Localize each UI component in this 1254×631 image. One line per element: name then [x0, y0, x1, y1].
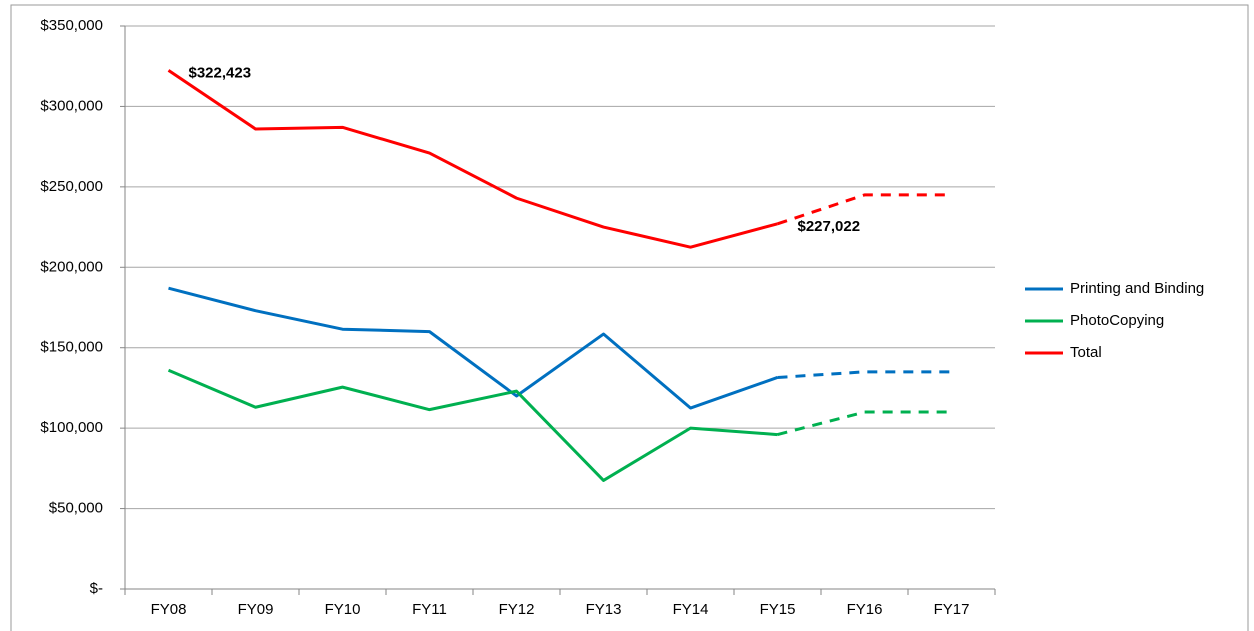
x-tick-label: FY13	[586, 601, 622, 618]
legend-label: PhotoCopying	[1070, 312, 1164, 329]
x-tick-label: FY14	[673, 601, 709, 618]
x-tick-label: FY09	[238, 601, 274, 618]
series-line	[167, 368, 778, 482]
legend-label: Total	[1070, 344, 1102, 361]
projected-line	[777, 370, 952, 379]
x-tick-label: FY11	[412, 601, 447, 618]
projected-line	[777, 193, 952, 226]
x-tick-label: FY08	[151, 601, 187, 618]
y-tick-label: $350,000	[40, 17, 103, 34]
legend-label: Printing and Binding	[1070, 280, 1204, 297]
y-tick-label: $250,000	[40, 178, 103, 195]
y-tick-label: $150,000	[40, 339, 103, 356]
projected-line	[777, 410, 952, 437]
x-tick-label: FY12	[499, 601, 535, 618]
x-tick-label: FY16	[847, 601, 883, 618]
y-tick-label: $100,000	[40, 419, 103, 436]
data-label: $322,423	[189, 64, 252, 81]
y-tick-label: $-	[90, 580, 103, 597]
series-line	[167, 69, 778, 249]
chart-border	[10, 4, 1249, 631]
x-tick-label: FY10	[325, 601, 361, 618]
y-tick-label: $300,000	[40, 97, 103, 114]
y-tick-label: $200,000	[40, 258, 103, 275]
series-line	[168, 286, 778, 410]
x-tick-label: FY17	[934, 601, 970, 618]
x-tick-label: FY15	[760, 601, 796, 618]
y-tick-label: $50,000	[49, 500, 103, 517]
data-label: $227,022	[798, 218, 861, 235]
